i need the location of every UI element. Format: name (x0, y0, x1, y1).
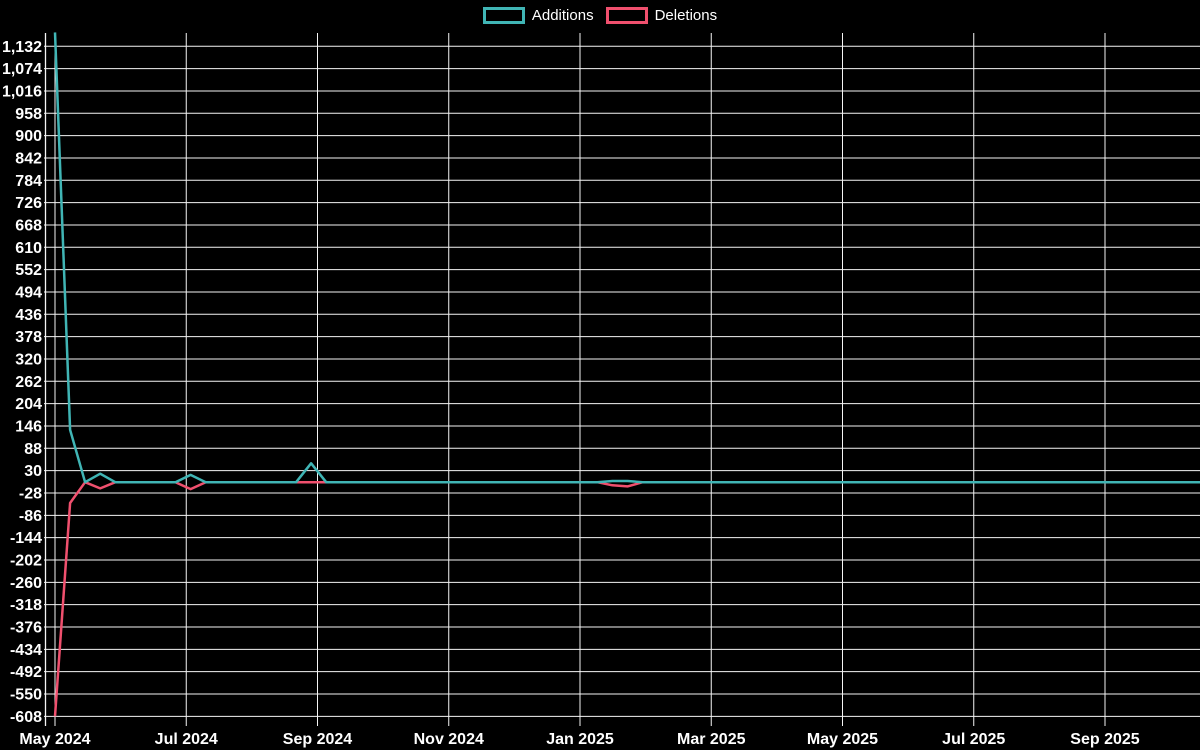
svg-text:146: 146 (15, 418, 42, 435)
svg-text:1,074: 1,074 (2, 61, 42, 78)
svg-text:Nov 2024: Nov 2024 (414, 731, 484, 748)
y-gridlines (44, 45, 1200, 717)
deletions-swatch-icon (605, 7, 648, 24)
svg-text:-202: -202 (10, 552, 42, 569)
svg-text:1,016: 1,016 (2, 83, 42, 100)
svg-text:Jul 2024: Jul 2024 (155, 731, 218, 748)
svg-text:-608: -608 (10, 709, 42, 726)
legend-label-deletions: Deletions (654, 7, 718, 24)
additions-swatch-icon (482, 7, 525, 24)
svg-text:320: 320 (15, 351, 42, 368)
x-gridlines (54, 33, 1106, 726)
svg-text:668: 668 (15, 217, 42, 234)
svg-text:378: 378 (15, 329, 42, 346)
svg-text:552: 552 (15, 262, 42, 279)
svg-text:May 2025: May 2025 (807, 731, 878, 748)
y-axis-labels: 1,132 1,074 1,016 958 900 842 784 726 668 610 552 4… (2, 39, 42, 726)
svg-text:726: 726 (15, 195, 42, 212)
svg-text:88: 88 (24, 441, 42, 458)
svg-text:30: 30 (24, 463, 42, 480)
series-lines (53, 32, 1200, 717)
svg-text:842: 842 (15, 150, 42, 167)
svg-text:-434: -434 (10, 642, 42, 659)
svg-text:-86: -86 (19, 508, 42, 525)
svg-text:204: 204 (15, 396, 42, 413)
svg-text:May 2024: May 2024 (19, 731, 90, 748)
svg-text:-550: -550 (10, 687, 42, 704)
svg-text:Mar 2025: Mar 2025 (677, 731, 746, 748)
svg-text:-28: -28 (19, 485, 42, 502)
svg-text:-318: -318 (10, 597, 42, 614)
svg-text:958: 958 (15, 106, 42, 123)
legend-label-additions: Additions (531, 7, 594, 24)
legend-item-deletions[interactable]: Deletions (605, 7, 718, 24)
chart-legend: Additions Deletions (0, 7, 1200, 24)
svg-text:-376: -376 (10, 619, 42, 636)
svg-text:436: 436 (15, 307, 42, 324)
svg-text:1,132: 1,132 (2, 39, 42, 56)
x-axis-labels: May 2024 Jul 2024 Sep 2024 Nov 2024 Jan 2025… (19, 731, 1139, 748)
legend-item-additions[interactable]: Additions (482, 7, 594, 24)
svg-text:784: 784 (15, 173, 42, 190)
svg-text:610: 610 (15, 240, 42, 257)
deletions-line (53, 480, 1200, 717)
svg-text:Jan 2025: Jan 2025 (546, 731, 614, 748)
svg-text:Sep 2025: Sep 2025 (1070, 731, 1139, 748)
svg-text:Jul 2025: Jul 2025 (942, 731, 1005, 748)
svg-text:900: 900 (15, 128, 42, 145)
svg-text:494: 494 (15, 284, 42, 301)
svg-text:262: 262 (15, 374, 42, 391)
svg-text:-260: -260 (10, 575, 42, 592)
svg-text:Sep 2024: Sep 2024 (283, 731, 352, 748)
additions-line (53, 32, 1200, 484)
svg-text:-144: -144 (10, 530, 42, 547)
svg-text:-492: -492 (10, 664, 42, 681)
